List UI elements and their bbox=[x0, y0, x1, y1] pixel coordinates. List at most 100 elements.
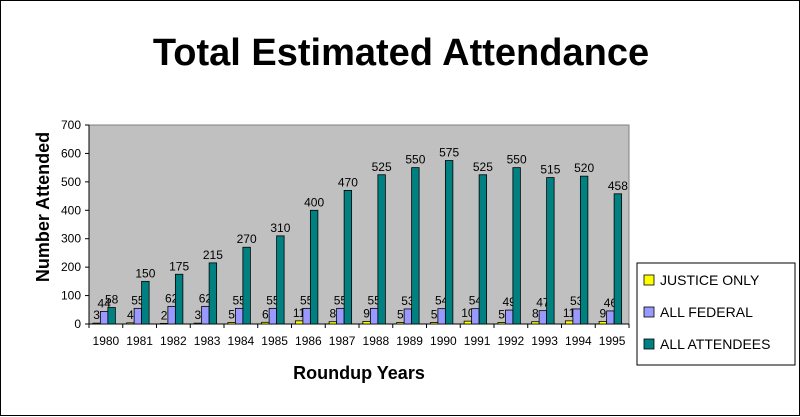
bar bbox=[546, 177, 555, 325]
bar bbox=[564, 320, 574, 325]
data-label: 270 bbox=[237, 232, 257, 246]
x-axis-title: Roundup Years bbox=[293, 363, 425, 383]
bar bbox=[437, 308, 446, 325]
y-axis-title: Number Attended bbox=[33, 132, 53, 282]
x-tick-label: 1994 bbox=[565, 334, 592, 348]
bar bbox=[107, 307, 116, 325]
data-label: 5 bbox=[228, 308, 235, 322]
x-tick-label: 1987 bbox=[329, 334, 356, 348]
bar bbox=[227, 322, 236, 325]
x-tick-label: 1986 bbox=[295, 334, 322, 348]
x-tick-label: 1993 bbox=[531, 334, 558, 348]
bar bbox=[167, 305, 176, 325]
legend-swatch bbox=[643, 306, 655, 318]
bar bbox=[328, 321, 338, 325]
bar bbox=[606, 310, 615, 325]
bar bbox=[572, 308, 581, 325]
legend-swatch bbox=[643, 274, 655, 286]
bar bbox=[403, 308, 413, 325]
bar bbox=[362, 321, 371, 325]
bar bbox=[377, 174, 386, 325]
y-tick-label: 0 bbox=[74, 317, 81, 331]
y-tick-label: 700 bbox=[61, 118, 81, 132]
data-label: 58 bbox=[105, 293, 119, 307]
bar bbox=[242, 246, 251, 325]
legend: JUSTICE ONLY ALL FEDERAL ALL ATTENDEES bbox=[636, 262, 796, 366]
bar bbox=[141, 280, 150, 325]
bar bbox=[471, 308, 480, 325]
data-label: 2 bbox=[161, 308, 168, 322]
bar bbox=[276, 235, 285, 325]
data-label: 175 bbox=[169, 259, 189, 273]
x-tick-label: 1991 bbox=[464, 334, 491, 348]
bar bbox=[92, 322, 101, 325]
legend-box bbox=[636, 262, 796, 366]
data-label: 44 bbox=[97, 296, 111, 310]
x-tick-label: 1983 bbox=[194, 334, 221, 348]
data-label: 3 bbox=[195, 308, 202, 322]
bar bbox=[369, 307, 379, 325]
data-label: 8 bbox=[330, 307, 337, 321]
bar bbox=[613, 193, 623, 325]
bar bbox=[126, 322, 135, 325]
data-label: 9 bbox=[600, 306, 607, 320]
data-label: 525 bbox=[473, 160, 493, 174]
y-tick-label: 600 bbox=[61, 146, 81, 160]
data-label: 5 bbox=[431, 308, 438, 322]
bar bbox=[208, 262, 218, 325]
bar bbox=[159, 323, 169, 325]
bar bbox=[531, 321, 540, 325]
bar bbox=[396, 322, 405, 325]
data-label: 310 bbox=[270, 221, 290, 235]
data-label: 520 bbox=[574, 161, 594, 175]
data-label: 550 bbox=[507, 153, 527, 167]
data-label: 6 bbox=[262, 307, 269, 321]
data-label: 4 bbox=[127, 308, 134, 322]
x-tick-label: 1982 bbox=[160, 334, 187, 348]
bar bbox=[234, 307, 244, 325]
data-label: 9 bbox=[363, 306, 370, 320]
bar bbox=[512, 167, 521, 325]
bar bbox=[201, 305, 210, 325]
data-label: 515 bbox=[540, 163, 560, 177]
bar bbox=[429, 322, 439, 325]
data-label: 8 bbox=[532, 307, 539, 321]
x-tick-label: 1984 bbox=[228, 334, 255, 348]
x-tick-label: 1990 bbox=[430, 334, 457, 348]
legend-label: ALL ATTENDEES bbox=[660, 336, 770, 352]
bar bbox=[268, 307, 278, 325]
data-label: 458 bbox=[608, 179, 628, 193]
data-label: 550 bbox=[405, 153, 425, 167]
x-tick-label: 1980 bbox=[93, 334, 120, 348]
bar bbox=[294, 320, 304, 325]
data-label: 150 bbox=[135, 266, 155, 280]
legend-label: JUSTICE ONLY bbox=[660, 272, 760, 288]
y-tick-label: 400 bbox=[61, 203, 81, 217]
y-tick-label: 500 bbox=[61, 175, 81, 189]
bar bbox=[497, 322, 506, 325]
data-label: 5 bbox=[498, 308, 505, 322]
chart-title: Total Estimated Attendance bbox=[153, 32, 649, 74]
data-label: 400 bbox=[304, 195, 324, 209]
data-label: 575 bbox=[439, 146, 459, 160]
legend-label: ALL FEDERAL bbox=[660, 304, 753, 320]
bar bbox=[174, 273, 184, 325]
x-tick-label: 1988 bbox=[363, 334, 390, 348]
x-tick-label: 1985 bbox=[261, 334, 288, 348]
bar bbox=[411, 167, 420, 325]
y-tick-label: 200 bbox=[61, 260, 81, 274]
bar bbox=[336, 307, 345, 325]
y-tick-label: 100 bbox=[61, 289, 81, 303]
data-label: 3 bbox=[93, 308, 100, 322]
bar bbox=[478, 174, 488, 325]
data-label: 470 bbox=[338, 175, 358, 189]
bar bbox=[504, 309, 514, 325]
data-label: 525 bbox=[372, 160, 392, 174]
x-tick-label: 1989 bbox=[396, 334, 423, 348]
bar bbox=[261, 321, 270, 325]
data-label: 5 bbox=[397, 308, 404, 322]
x-tick-label: 1992 bbox=[498, 334, 525, 348]
bar bbox=[302, 307, 311, 325]
